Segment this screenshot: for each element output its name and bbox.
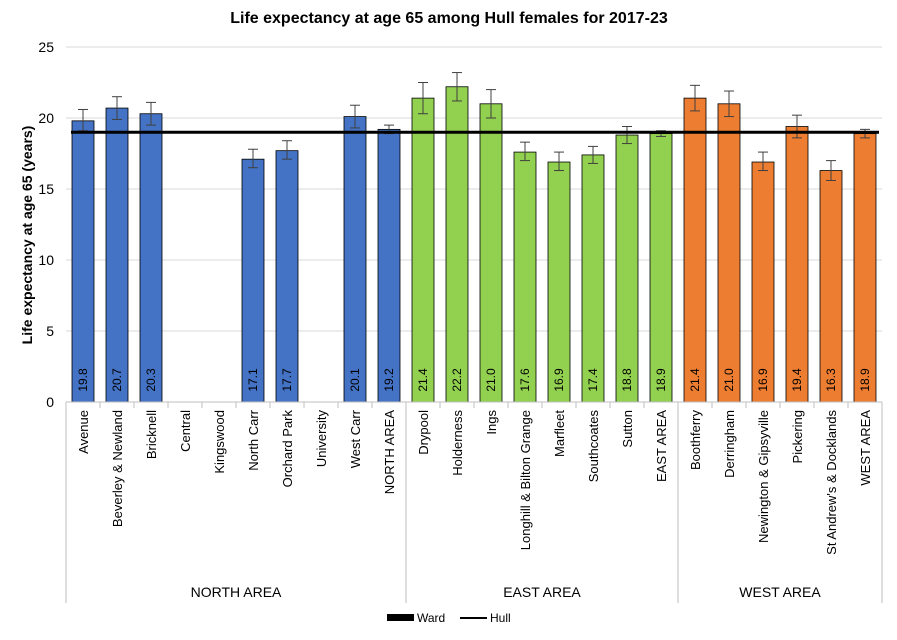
category-label: Central — [178, 410, 193, 452]
category-label: WEST AREA — [858, 410, 873, 486]
value-label: 21.4 — [688, 368, 702, 392]
category-label: West Carr — [348, 409, 363, 468]
category-label: Newington & Gipsyville — [756, 410, 771, 543]
bar — [751, 161, 775, 403]
value-label: 16.9 — [756, 368, 770, 392]
value-label: 21.0 — [722, 368, 736, 392]
y-tick-label: 5 — [46, 323, 54, 339]
legend-hull-label: Hull — [490, 611, 511, 625]
gridlines — [66, 46, 882, 332]
category-label: Boothferry — [688, 410, 703, 470]
bar — [649, 133, 673, 403]
category-label: Pickering — [790, 410, 805, 463]
group-label: WEST AREA — [739, 584, 821, 600]
category-label: Kingswood — [212, 410, 227, 474]
group-label: EAST AREA — [503, 584, 581, 600]
x-axis — [65, 401, 883, 603]
category-label: St Andrew's & Docklands — [824, 410, 839, 555]
value-label: 17.4 — [586, 368, 600, 392]
value-label: 20.7 — [110, 368, 124, 392]
category-label: University — [314, 410, 329, 468]
bar — [717, 103, 741, 403]
category-label: Bricknell — [144, 410, 159, 459]
category-label: Holderness — [450, 410, 465, 476]
value-label: 17.7 — [280, 368, 294, 392]
category-label: Sutton — [620, 410, 635, 448]
value-label: 19.4 — [790, 368, 804, 392]
y-tick-label: 20 — [38, 110, 54, 126]
group-labels: NORTH AREA EAST AREA WEST AREA — [191, 584, 822, 600]
bar — [275, 150, 299, 403]
category-label: EAST AREA — [654, 410, 669, 482]
y-tick-label: 25 — [38, 39, 54, 55]
bar — [71, 120, 95, 403]
bar — [105, 107, 129, 403]
legend-ward-key — [387, 614, 414, 621]
bar — [411, 97, 435, 403]
group-label: NORTH AREA — [191, 584, 282, 600]
category-label: Drypool — [416, 410, 431, 455]
category-label: North Carr — [246, 409, 261, 470]
category-label: Longhill & Bilton Grange — [518, 410, 533, 550]
category-label: NORTH AREA — [382, 410, 397, 495]
category-label: Orchard Park — [280, 410, 295, 488]
value-label: 19.8 — [76, 368, 90, 392]
category-label: Marfleet — [552, 410, 567, 457]
value-label: 16.9 — [552, 368, 566, 392]
category-label: Beverley & Newland — [110, 410, 125, 527]
category-label: Derringham — [722, 410, 737, 478]
value-label: 21.4 — [416, 368, 430, 392]
bar — [343, 116, 367, 403]
legend: Ward Hull — [387, 611, 511, 625]
y-tick-label: 15 — [38, 181, 54, 197]
bar — [445, 86, 469, 403]
value-label: 20.1 — [348, 368, 362, 392]
value-label: 16.3 — [824, 368, 838, 392]
bar — [785, 126, 809, 403]
bar — [139, 113, 163, 403]
y-axis-title: Life expectancy at age 65 (years) — [19, 126, 35, 345]
bar — [819, 170, 843, 403]
value-label: 19.2 — [382, 368, 396, 392]
value-label: 21.0 — [484, 368, 498, 392]
value-label: 17.1 — [246, 368, 260, 392]
value-label: 18.9 — [654, 368, 668, 392]
bar — [241, 158, 265, 403]
bar — [513, 151, 537, 403]
y-tick-label: 0 — [46, 394, 54, 410]
bar-series — [71, 86, 877, 403]
bar — [683, 97, 707, 403]
bar — [479, 103, 503, 403]
bar — [377, 128, 401, 403]
bar — [853, 133, 877, 403]
bar — [581, 154, 605, 403]
category-labels: Avenue Beverley & Newland Bricknell Central… — [76, 409, 873, 554]
bar — [547, 161, 571, 403]
value-label: 18.8 — [620, 368, 634, 392]
category-label: Southcoates — [586, 410, 601, 483]
value-label: 20.3 — [144, 368, 158, 392]
y-axis-ticks: 0 5 10 15 20 25 — [38, 39, 54, 410]
category-label: Ings — [484, 410, 499, 435]
value-label: 22.2 — [450, 368, 464, 392]
value-label: 18.9 — [858, 368, 872, 392]
category-label: Avenue — [76, 410, 91, 454]
chart-title: Life expectancy at age 65 among Hull fem… — [230, 10, 668, 27]
legend-ward-label: Ward — [417, 611, 445, 625]
y-tick-label: 10 — [38, 252, 54, 268]
error-bars — [78, 72, 870, 181]
value-label: 17.6 — [518, 368, 532, 392]
value-labels: 19.8 20.7 20.3 17.1 17.7 20.1 19.2 21.4 22.2 21.0… — [76, 368, 872, 392]
bar — [615, 134, 639, 403]
